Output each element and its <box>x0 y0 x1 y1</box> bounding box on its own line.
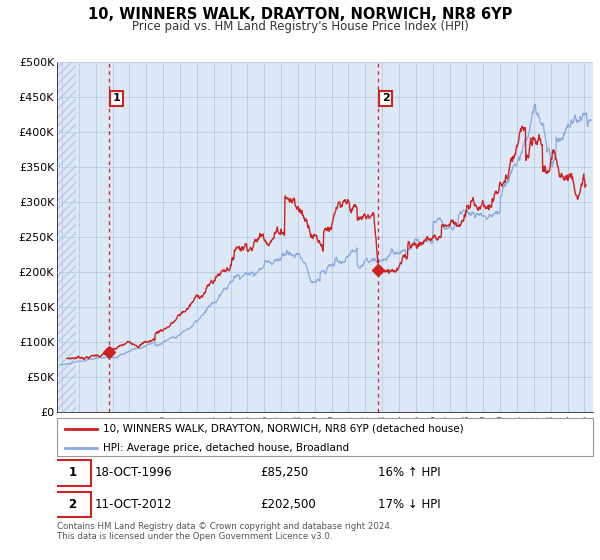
Text: 2: 2 <box>382 94 389 104</box>
Text: 17% ↓ HPI: 17% ↓ HPI <box>379 498 441 511</box>
Text: Contains HM Land Registry data © Crown copyright and database right 2024.: Contains HM Land Registry data © Crown c… <box>57 522 392 531</box>
Text: 18-OCT-1996: 18-OCT-1996 <box>95 466 172 479</box>
Text: Price paid vs. HM Land Registry's House Price Index (HPI): Price paid vs. HM Land Registry's House … <box>131 20 469 32</box>
Text: 16% ↑ HPI: 16% ↑ HPI <box>379 466 441 479</box>
FancyBboxPatch shape <box>57 418 593 456</box>
Text: 2: 2 <box>68 498 77 511</box>
FancyBboxPatch shape <box>55 460 91 486</box>
Text: 10, WINNERS WALK, DRAYTON, NORWICH, NR8 6YP (detached house): 10, WINNERS WALK, DRAYTON, NORWICH, NR8 … <box>103 423 463 433</box>
Text: 11-OCT-2012: 11-OCT-2012 <box>95 498 172 511</box>
Text: HPI: Average price, detached house, Broadland: HPI: Average price, detached house, Broa… <box>103 442 349 452</box>
Text: £85,250: £85,250 <box>260 466 309 479</box>
Text: 1: 1 <box>68 466 77 479</box>
FancyBboxPatch shape <box>55 492 91 517</box>
Text: 1: 1 <box>112 94 120 104</box>
Text: £202,500: £202,500 <box>260 498 316 511</box>
Text: 10, WINNERS WALK, DRAYTON, NORWICH, NR8 6YP: 10, WINNERS WALK, DRAYTON, NORWICH, NR8 … <box>88 7 512 22</box>
Text: This data is licensed under the Open Government Licence v3.0.: This data is licensed under the Open Gov… <box>57 532 332 541</box>
Bar <box>57 62 76 412</box>
